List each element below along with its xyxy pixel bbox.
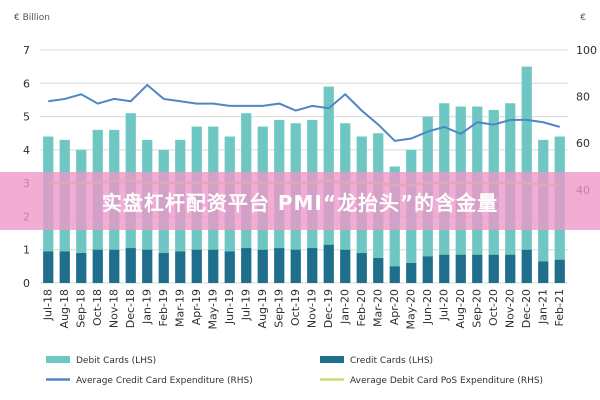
right-tick-label: 100 bbox=[576, 44, 597, 57]
credit-bar bbox=[538, 261, 549, 283]
x-tick-label: Sep-18 bbox=[74, 289, 87, 328]
x-tick-label: Mar-20 bbox=[371, 289, 384, 327]
left-tick-label: 7 bbox=[23, 44, 30, 57]
left-tick-label: 5 bbox=[23, 111, 30, 124]
left-tick-label: 0 bbox=[23, 277, 30, 290]
credit-bar bbox=[274, 248, 285, 283]
x-tick-label: Nov-19 bbox=[305, 289, 318, 328]
legend-swatch bbox=[46, 356, 70, 363]
left-axis-unit: € Billion bbox=[14, 13, 50, 23]
lines bbox=[48, 83, 561, 187]
credit-bar bbox=[373, 258, 384, 283]
x-tick-label: Dec-18 bbox=[124, 289, 137, 328]
x-tick-label: Dec-19 bbox=[322, 289, 335, 328]
x-tick-label: Jun-20 bbox=[421, 289, 434, 325]
x-tick-label: May-19 bbox=[206, 289, 219, 330]
credit-bar bbox=[340, 249, 351, 283]
x-tick-label: Aug-20 bbox=[454, 289, 467, 328]
legend-label: Credit Cards (LHS) bbox=[350, 356, 433, 366]
credit-bar bbox=[191, 249, 202, 283]
right-tick-label: 80 bbox=[576, 91, 590, 104]
left-tick-label: 6 bbox=[23, 77, 30, 90]
left-tick-label: 4 bbox=[23, 144, 30, 157]
credit-bar bbox=[439, 254, 450, 283]
legend: Debit Cards (LHS) Credit Cards (LHS) Avera… bbox=[46, 356, 543, 386]
legend-label: Average Debit Card PoS Expenditure (RHS) bbox=[350, 376, 543, 386]
x-axis-ticks: Jul-18 Aug-18 Sep-18 Oct-18 Nov-18 Dec-18 Jan-… bbox=[41, 289, 566, 330]
x-tick-label: Aug-19 bbox=[256, 289, 269, 328]
promo-banner: 实盘杠杆配资平台 PMI“龙抬头”的含金量 bbox=[0, 172, 600, 230]
credit-bar bbox=[109, 249, 120, 283]
x-tick-label: Apr-20 bbox=[388, 289, 401, 325]
x-tick-label: Oct-20 bbox=[487, 289, 500, 326]
credit-bar bbox=[356, 253, 367, 283]
x-tick-label: May-20 bbox=[404, 289, 417, 330]
credit-bar bbox=[455, 254, 466, 283]
left-axis-ticks: 01234567 bbox=[23, 44, 30, 290]
x-tick-label: Oct-18 bbox=[91, 289, 104, 326]
series-line bbox=[48, 83, 561, 142]
right-tick-label: 60 bbox=[576, 137, 590, 150]
x-tick-label: Nov-20 bbox=[503, 289, 516, 328]
debit-bar bbox=[521, 66, 532, 250]
credit-bar bbox=[290, 249, 301, 283]
credit-bar bbox=[406, 263, 417, 283]
credit-bar bbox=[125, 248, 136, 283]
credit-bar bbox=[142, 249, 153, 283]
x-tick-label: Sep-20 bbox=[470, 289, 483, 328]
x-tick-label: Nov-18 bbox=[107, 289, 120, 328]
credit-bar bbox=[158, 253, 169, 283]
x-tick-label: Feb-20 bbox=[355, 289, 368, 326]
x-tick-label: Aug-18 bbox=[58, 289, 71, 328]
legend-swatch bbox=[320, 356, 344, 363]
x-tick-label: Apr-19 bbox=[190, 289, 203, 325]
x-tick-label: Mar-19 bbox=[173, 289, 186, 327]
credit-bar bbox=[389, 266, 400, 283]
credit-bar bbox=[472, 254, 483, 283]
credit-bar bbox=[554, 259, 565, 283]
debit-bar bbox=[323, 86, 334, 245]
x-tick-label: Jun-19 bbox=[223, 289, 236, 325]
credit-bar bbox=[224, 251, 235, 283]
x-tick-label: Feb-19 bbox=[157, 289, 170, 326]
credit-bar bbox=[76, 253, 87, 283]
credit-bar bbox=[488, 254, 499, 283]
credit-bar bbox=[43, 251, 54, 283]
x-tick-label: Feb-21 bbox=[553, 289, 566, 326]
credit-bar bbox=[307, 248, 318, 283]
right-axis-unit: € bbox=[580, 13, 586, 23]
credit-bar bbox=[257, 249, 268, 283]
x-tick-label: Jul-19 bbox=[239, 289, 252, 321]
credit-bar bbox=[422, 256, 433, 283]
legend-label: Average Credit Card Expenditure (RHS) bbox=[76, 376, 253, 386]
credit-bar bbox=[505, 254, 516, 283]
x-tick-label: Jul-20 bbox=[437, 289, 450, 321]
banner-text: 实盘杠杆配资平台 PMI“龙抬头”的含金量 bbox=[101, 190, 499, 215]
credit-bar bbox=[92, 249, 103, 283]
credit-bar bbox=[323, 244, 334, 283]
x-tick-label: Jan-20 bbox=[338, 289, 351, 325]
left-tick-label: 1 bbox=[23, 244, 30, 257]
x-tick-label: Jan-21 bbox=[536, 289, 549, 325]
credit-bar bbox=[521, 249, 532, 283]
x-tick-label: Oct-19 bbox=[289, 289, 302, 326]
credit-bar bbox=[59, 251, 70, 283]
x-tick-label: Jan-19 bbox=[140, 289, 153, 325]
credit-bar bbox=[241, 248, 252, 283]
credit-bar bbox=[208, 249, 219, 283]
legend-label: Debit Cards (LHS) bbox=[76, 356, 156, 366]
credit-bar bbox=[175, 251, 186, 283]
x-tick-label: Sep-19 bbox=[272, 289, 285, 328]
x-tick-label: Dec-20 bbox=[520, 289, 533, 328]
x-tick-label: Jul-18 bbox=[41, 289, 54, 321]
